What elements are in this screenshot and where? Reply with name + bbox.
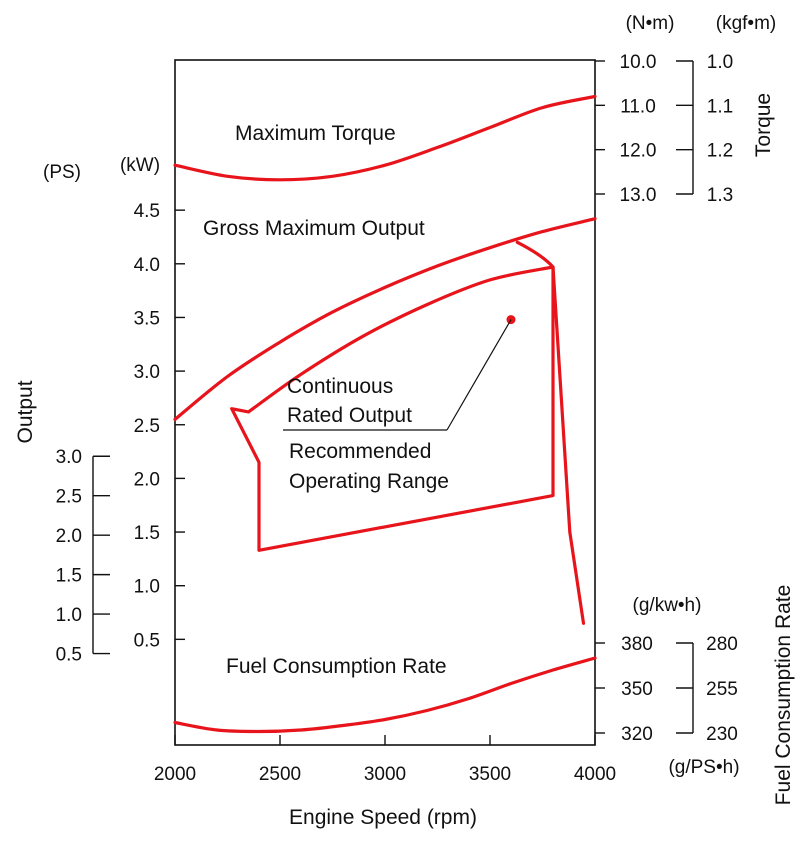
torque-kgfm-tick-label: 1.0	[707, 52, 733, 73]
kw-tick-label: 3.5	[134, 308, 160, 329]
recommended-operating-range	[230, 265, 555, 552]
continuous-rated-output-label-line2: Rated Output	[287, 404, 412, 427]
series-label-fuel-consumption-rate: Fuel Consumption Rate	[226, 655, 447, 678]
kw-tick-label: 4.5	[134, 201, 160, 222]
continuous-rated-output-label-line1: Continuous	[287, 375, 393, 398]
fuel-gpsh-tick-label: 230	[706, 724, 738, 745]
series-curves	[173, 94, 597, 734]
kw-unit-label: (kW)	[120, 155, 160, 176]
torque-axis: 13.0 1.3 12.0 1.2 11.0 1.1 10.0 1.0	[595, 52, 733, 206]
series-label-gross-maximum-output: Gross Maximum Output	[203, 217, 425, 240]
output-axis-title: Output	[14, 380, 37, 443]
fuel-gpsh-tick-label: 280	[706, 634, 738, 655]
torque-kgfm-tick-label: 1.1	[707, 96, 733, 117]
plot-frame	[174, 59, 596, 746]
x-tick-label: 2500	[259, 764, 301, 785]
x-axis-title: Engine Speed (rpm)	[289, 806, 477, 829]
x-tick-label: 4000	[574, 764, 616, 785]
ps-tick-label: 1.0	[56, 605, 82, 626]
kw-tick-label: 4.0	[134, 255, 160, 276]
torque-nm-tick-label: 11.0	[620, 96, 656, 117]
x-tick-label: 2000	[154, 764, 196, 785]
continuous-rated-output-point	[506, 315, 516, 325]
output-kw-axis: 0.5 1.0 1.5 2.0 2.5 3.0 3.5 4.0 4.5	[134, 201, 185, 651]
series-line-fuel-consumption-rate	[173, 656, 597, 734]
fuel-gkwh-tick-label: 320	[621, 724, 653, 745]
x-axis: 2000 2500 3000 3500 4000	[154, 735, 616, 785]
torque-kgfm-tick-label: 1.2	[707, 141, 733, 162]
output-ps-axis: 0.5 1.0 1.5 2.0 2.5 3.0	[56, 447, 110, 666]
ps-tick-label: 2.0	[56, 526, 82, 547]
recommended-range-label-line2: Operating Range	[289, 470, 449, 493]
ps-tick-label: 3.0	[56, 447, 82, 468]
torque-nm-tick-label: 13.0	[620, 185, 657, 206]
series-label-maximum-torque: Maximum Torque	[235, 122, 396, 145]
kw-tick-label: 1.5	[134, 523, 160, 544]
recommended-range-label-line1: Recommended	[289, 440, 431, 463]
fuel-gpsh-tick-label: 255	[706, 679, 738, 700]
torque-kgfm-tick-label: 1.3	[707, 185, 733, 206]
x-tick-label: 3000	[364, 764, 406, 785]
kw-tick-label: 3.0	[134, 362, 160, 383]
fuel-gpsh-unit-label: (g/PS•h)	[668, 757, 739, 778]
kw-tick-label: 1.0	[134, 577, 160, 598]
high-speed-limit-line	[515, 240, 586, 625]
series-line-maximum-torque	[173, 94, 597, 182]
torque-kgfm-unit-label: (kgf•m)	[716, 13, 776, 34]
torque-nm-unit-label: (N•m)	[626, 13, 675, 34]
series-line-gross-maximum-output	[173, 217, 597, 421]
fuel-axis-title: Fuel Consumption Rate	[772, 585, 795, 806]
ps-tick-label: 2.5	[56, 487, 82, 508]
fuel-gkwh-tick-label: 350	[621, 679, 653, 700]
torque-axis-title: Torque	[752, 93, 775, 157]
x-tick-label: 3500	[469, 764, 511, 785]
torque-nm-tick-label: 10.0	[620, 52, 657, 73]
kw-tick-label: 2.5	[134, 416, 160, 437]
fuel-consumption-axis: 380 280 350 255 320 230	[595, 634, 738, 745]
kw-tick-label: 0.5	[134, 630, 160, 651]
fuel-gkwh-unit-label: (g/kw•h)	[633, 595, 702, 616]
fuel-gkwh-tick-label: 380	[621, 634, 653, 655]
continuous-rated-output-leader-line	[446, 319, 512, 431]
torque-nm-tick-label: 12.0	[620, 141, 657, 162]
ps-tick-label: 0.5	[56, 645, 82, 666]
ps-tick-label: 1.5	[56, 566, 82, 587]
kw-tick-label: 2.0	[134, 469, 160, 490]
ps-unit-label: (PS)	[43, 162, 81, 183]
